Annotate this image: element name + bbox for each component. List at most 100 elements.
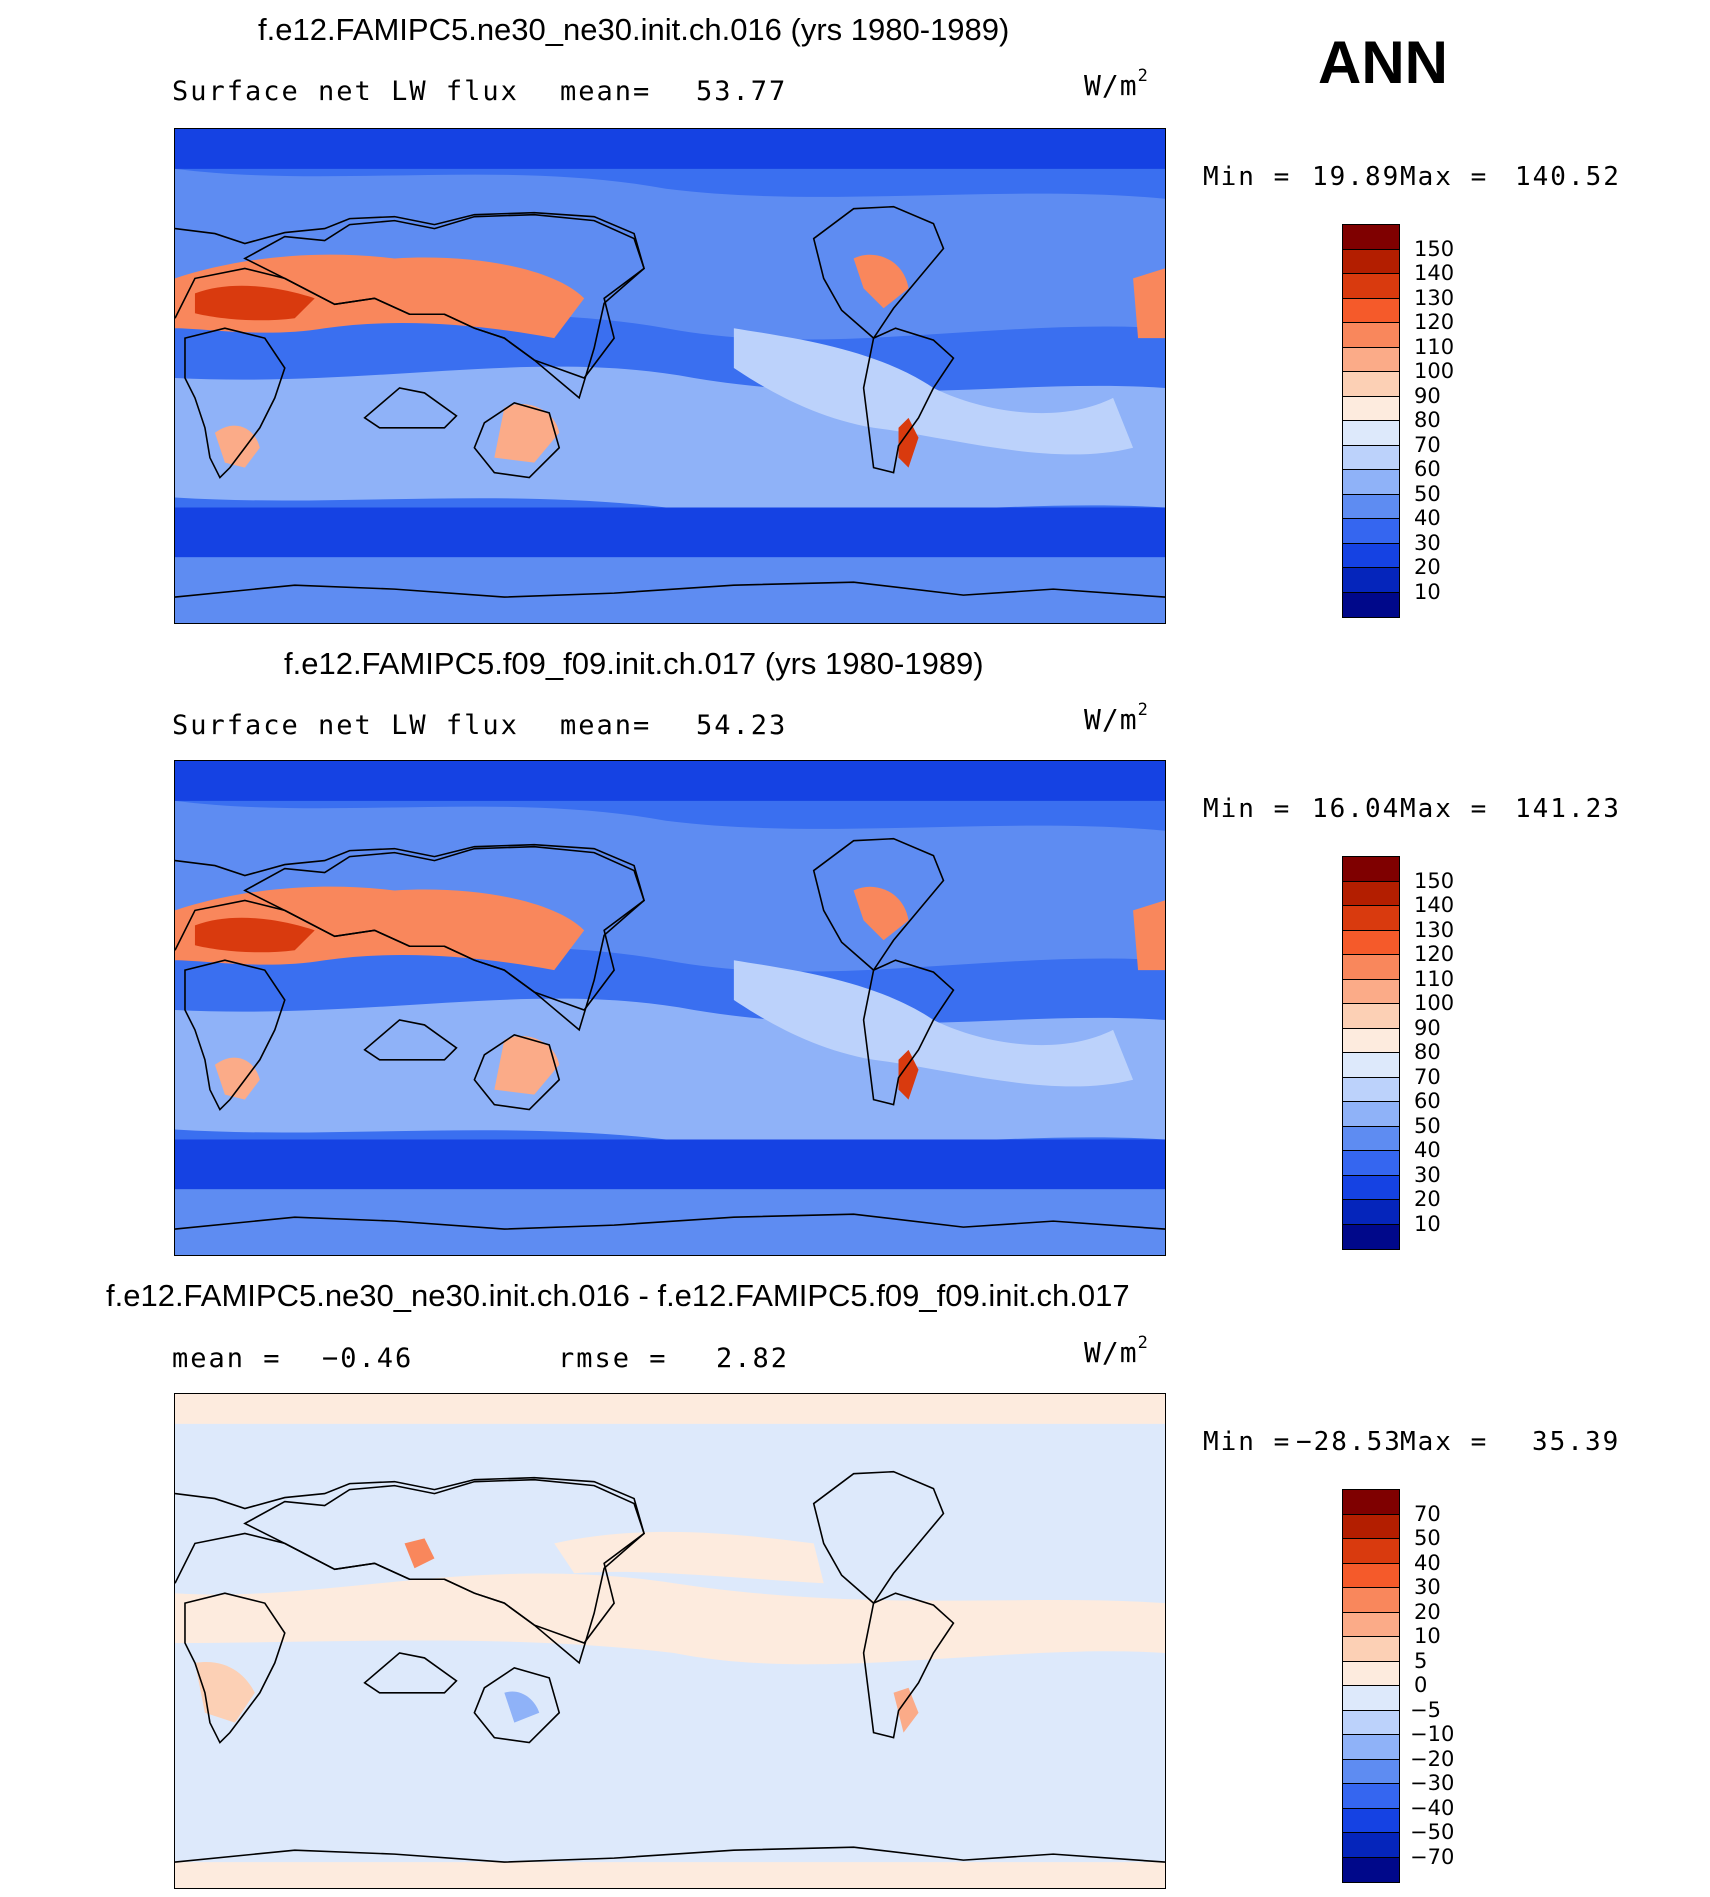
colorbar-swatch: [1343, 1612, 1399, 1637]
colorbar-swatch: [1343, 1102, 1399, 1127]
panel-3-rmse-label: rmse =: [558, 1343, 668, 1374]
colorbar-tick-label: 90: [1414, 383, 1441, 408]
panel-3-mean-value: −0.46: [322, 1343, 414, 1374]
panel-2-min-value: 16.04: [1312, 794, 1401, 824]
colorbar-tick-label: 120: [1414, 942, 1455, 966]
colorbar-swatch: [1343, 1661, 1399, 1686]
coastline: [184, 959, 286, 1111]
panel-2-mean-value: 54.23: [696, 710, 788, 741]
colorbar-swatch: [1343, 1539, 1399, 1564]
colorbar-tick-label: 0: [1414, 1673, 1428, 1697]
field-contour-region: [853, 254, 909, 309]
colorbar-swatch: [1343, 347, 1399, 372]
field-contour-region: [194, 285, 315, 321]
panel-2-map: [174, 760, 1166, 1256]
colorbar-tick-label: −70: [1410, 1844, 1455, 1869]
panel-2-variable: Surface net LW flux: [172, 710, 519, 741]
panel-3-max-value: 35.39: [1532, 1427, 1621, 1457]
colorbar-tick-label: 80: [1414, 1040, 1441, 1064]
colorbar-tick-label: −30: [1410, 1771, 1455, 1795]
colorbar-swatch: [1343, 1077, 1399, 1102]
colorbar-swatch: [1343, 519, 1399, 544]
field-contour-region: [733, 960, 1134, 1087]
coastline: [473, 1034, 561, 1111]
field-contour-region: [1133, 900, 1165, 971]
colorbar-swatch: [1343, 1200, 1399, 1225]
colorbar-tick-label: 20: [1414, 555, 1441, 579]
panel-1-mean-value: 53.77: [696, 76, 788, 107]
panel-3-rmse-value: 2.82: [716, 1343, 790, 1374]
panel-3-min-label: Min =: [1203, 1427, 1292, 1457]
colorbar-swatch: [1343, 445, 1399, 470]
colorbar-tick-label: −10: [1410, 1722, 1455, 1746]
panel-2-title: f.e12.FAMIPC5.f09_f09.init.ch.017 (yrs 1…: [284, 646, 984, 681]
colorbar-swatch: [1343, 1759, 1399, 1784]
colorbar-tick-label: 20: [1414, 1187, 1441, 1211]
colorbar-swatch: [1343, 470, 1399, 495]
field-contour-region: [214, 1057, 260, 1100]
field-contour-region: [898, 417, 919, 468]
colorbar-swatch: [1343, 543, 1399, 568]
field-contour-region: [175, 1394, 1165, 1424]
colorbar-swatch: [1343, 906, 1399, 931]
panel-1-map: [174, 128, 1166, 624]
colorbar-swatch: [1343, 249, 1399, 274]
field-contour-region: [1133, 268, 1165, 339]
colorbar-swatch: [1343, 1686, 1399, 1711]
colorbar-swatch: [1343, 979, 1399, 1004]
coastline: [175, 211, 645, 400]
colorbar-tick-label: 130: [1414, 285, 1455, 310]
coastline: [862, 1592, 955, 1739]
colorbar-tick-label: 30: [1414, 1575, 1441, 1599]
colorbar-swatch: [1343, 1175, 1399, 1200]
colorbar-tick-label: 50: [1414, 481, 1441, 506]
colorbar-swatch: [1343, 1514, 1399, 1539]
colorbar-tick-label: 10: [1414, 1624, 1441, 1648]
colorbar-tick-label: 70: [1414, 1501, 1441, 1526]
coastline: [184, 1592, 286, 1744]
colorbar-tick-label: 90: [1414, 1015, 1441, 1040]
coastline: [175, 1846, 1165, 1863]
panel-3-max-label: Max =: [1400, 1427, 1489, 1457]
field-contour-region: [898, 1049, 919, 1100]
field-contour-region: [175, 129, 1165, 169]
colorbar-tick-label: 100: [1414, 359, 1455, 383]
coastline: [175, 843, 645, 1032]
colorbar-tick-label: 60: [1414, 1089, 1441, 1113]
colorbar-tick-label: 50: [1414, 1113, 1441, 1138]
panel-1-min-label: Min =: [1203, 162, 1292, 192]
colorbar-tick-label: 60: [1414, 457, 1441, 481]
colorbar-swatch: [1343, 955, 1399, 980]
field-contour-region: [175, 761, 1165, 801]
colorbar-swatch: [1343, 1004, 1399, 1029]
panel-1-title: f.e12.FAMIPC5.ne30_ne30.init.ch.016 (yrs…: [258, 12, 1010, 47]
panel-2-mean-label: mean=: [560, 710, 652, 741]
coastline: [175, 1476, 645, 1665]
colorbar-swatch: [1343, 372, 1399, 397]
season-label: ANN: [1318, 29, 1448, 96]
colorbar-tick-label: 150: [1414, 868, 1455, 893]
coastline: [812, 837, 945, 972]
colorbar-tick-label: 140: [1414, 893, 1455, 917]
field-contour-region: [554, 1531, 824, 1584]
colorbar-tick-label: −5: [1410, 1697, 1441, 1722]
colorbar-swatch: [1343, 1053, 1399, 1078]
panel-3-map: [174, 1393, 1166, 1889]
colorbar-tick-label: 40: [1414, 1550, 1441, 1575]
field-contour-region: [194, 1661, 255, 1723]
panel-2-min-label: Min =: [1203, 794, 1292, 824]
colorbar-swatch: [1343, 1710, 1399, 1735]
panel-2-colorbar: [1342, 856, 1400, 1250]
field-contour-region: [175, 1862, 1165, 1888]
panel-1-colorbar: [1342, 224, 1400, 618]
field-contour-region: [214, 425, 260, 468]
panel-1-max-value: 140.52: [1515, 162, 1621, 192]
colorbar-swatch: [1343, 1028, 1399, 1053]
panel-3-title: f.e12.FAMIPC5.ne30_ne30.init.ch.016 - f.…: [106, 1278, 1130, 1313]
coastline: [862, 327, 955, 474]
panel-1-max-label: Max =: [1400, 162, 1489, 192]
panel-1-units: W/m2: [1084, 66, 1149, 102]
colorbar-tick-label: 100: [1414, 991, 1455, 1015]
field-contour-region: [853, 886, 909, 941]
colorbar-tick-label: 140: [1414, 261, 1455, 285]
